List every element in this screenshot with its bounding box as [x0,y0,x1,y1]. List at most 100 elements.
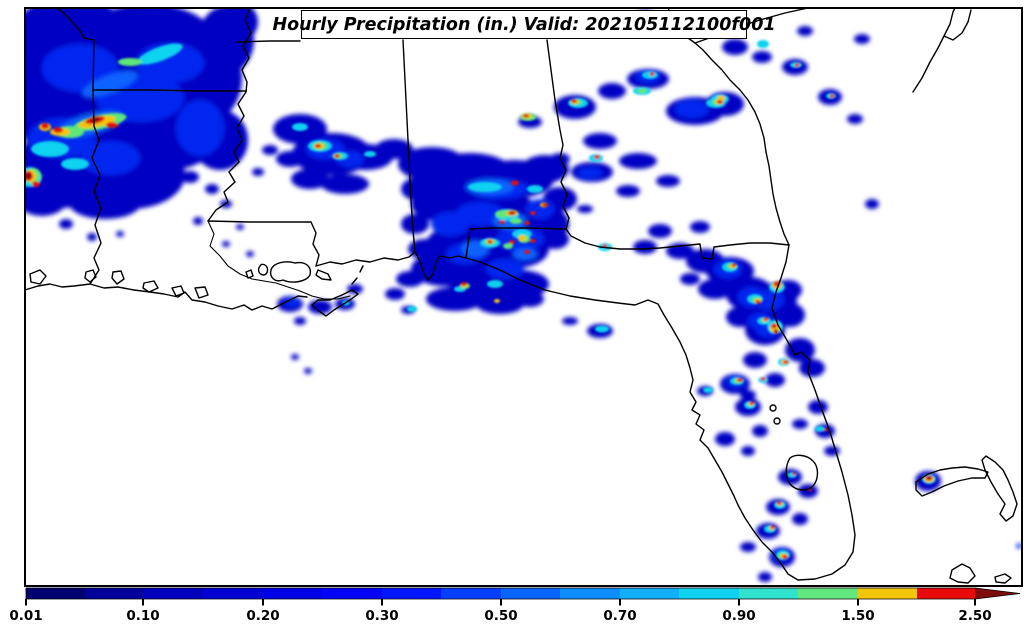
rain-light-cell [25,180,68,216]
rain-red-cell [315,144,321,148]
colorbar-tick-label: 0.20 [246,608,279,624]
rain-cyan-cell [787,472,797,478]
colorbar-tick-label: 0.10 [126,608,159,624]
rain-light-cell [648,224,672,238]
rain-cyan-cell [407,306,417,312]
colorbar-tick-label: 2.50 [958,608,991,624]
rain-moderate-cell [756,290,784,310]
border-mississippi-louisiana [207,220,320,267]
coast-north-carolina [912,8,972,93]
rain-light-cell [797,26,813,36]
rain-light-cell [715,432,735,446]
colorbar-segment-0.05 [85,588,143,599]
rain-red-cell [571,99,577,103]
rain-light-cell [798,484,818,498]
rain-red-cell [106,122,118,128]
rain-red-cell [509,240,515,244]
rain-light-cell [765,373,785,387]
rain-light-cell [726,307,754,327]
rain-light-cell [583,133,617,149]
border-alabama-florida [465,227,567,259]
rain-light-cell [758,572,772,582]
colorbar-segment-0.30 [382,588,441,599]
colorbar-segment-0.01 [26,588,85,599]
rain-light-cell [808,400,828,414]
rain-light-cell [616,185,640,197]
rain-red-cell [763,317,769,321]
rain-light-cell [619,153,657,169]
rain-red-cell [760,377,766,381]
map-title: Hourly Precipitation (in.) Valid: 202105… [272,14,776,35]
rain-red-cell [770,525,776,529]
rain-light-cell [401,214,429,234]
rain-green-cell [503,243,513,249]
rain-red-cell [717,100,723,104]
border-tennessee [236,40,301,43]
rain-light-cell [824,446,840,456]
coast-gulf-mississippi-alabama [315,251,467,281]
rain-red-cell [737,378,743,382]
colorbar-segment-0.60 [560,588,620,599]
rain-red-cell [499,220,505,224]
rain-light-cell [792,513,808,525]
rain-moderate-cell [1016,543,1022,549]
colorbar-segment-1.00 [798,588,858,599]
rain-light-cell [291,354,299,360]
colorbar-segment-0.70 [620,588,679,599]
rain-light-cell [541,229,569,249]
rain-darkred-cell [774,329,778,333]
river-mississippi-louisiana [207,220,351,300]
lake-okeechobee [785,454,819,491]
rain-light-cell [740,390,756,400]
colorbar-segment-0.25 [322,588,382,599]
coast-atlantic-georgia [667,8,790,246]
colorbar-segment-2.00 [917,588,975,599]
state-borders [25,8,1018,584]
rain-light-cell [698,279,732,299]
rain-light-cell [262,145,278,155]
coast-louisiana [25,283,308,311]
rain-red-cell [794,63,800,67]
coast-florida [465,244,856,581]
rain-light-cell [252,168,264,176]
rain-light-cell [847,114,863,124]
rain-light-cell [347,284,363,294]
rain-light-cell [396,271,424,287]
rain-red-cell [524,221,530,225]
rain-light-cell [304,368,312,374]
rain-light-cell [752,425,768,437]
rain-light-cell [69,187,141,219]
rain-cyan-cell [364,151,376,157]
rain-cyan-cell [703,387,713,393]
rain-green-cell [118,58,142,66]
rain-red-cell [542,203,548,207]
map-frame [24,7,1023,587]
rain-light-cell [236,224,244,230]
rain-red-cell [731,263,737,267]
rain-red-cell [755,300,761,304]
rain-red-cell [824,428,828,432]
rain-moderate-cell [176,100,224,156]
rain-cyan-cell [757,40,769,48]
border-mississippi-river [207,8,252,222]
rain-cyan-cell [595,325,609,333]
rain-darkred-cell [510,211,514,215]
colorbar-tick-label: 0.90 [722,608,755,624]
rain-light-cell [294,317,306,325]
rain-red-cell [530,211,536,215]
rain-light-cell [193,217,203,225]
rain-light-cell [218,8,258,42]
map-title-box: Hourly Precipitation (in.) Valid: 202105… [272,10,776,39]
rain-moderate-cell [284,297,300,307]
rain-light-cell [633,240,657,254]
florida-small-lakes [769,404,781,425]
rain-light-cell [385,288,405,300]
colorbar-tick-label: 0.30 [365,608,398,624]
border-texas-east [56,8,102,285]
rain-cyan-cell [61,158,89,170]
rain-cyan-cell [31,141,69,157]
rain-light-cell [680,273,700,285]
rain-heavy-cell [513,248,537,260]
islands-south [949,563,1012,584]
